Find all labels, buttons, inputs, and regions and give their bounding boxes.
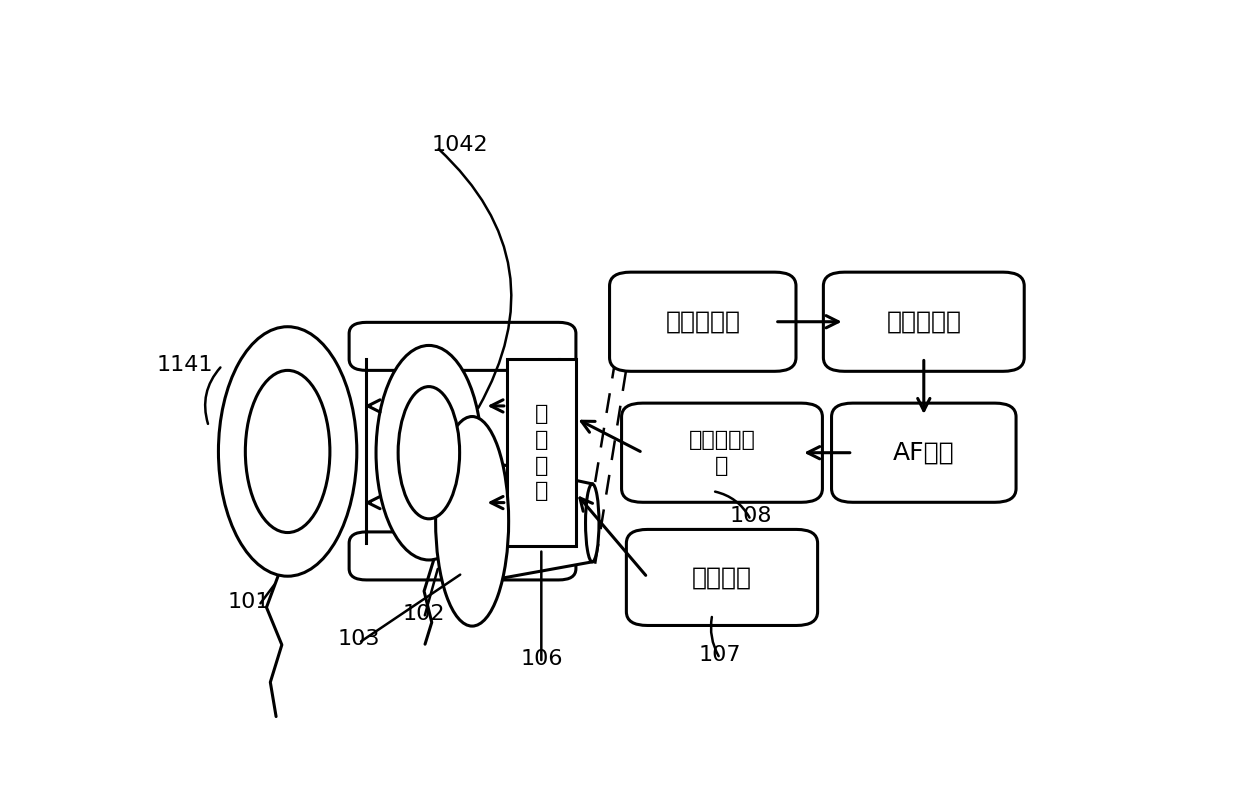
Bar bbox=[507, 359, 575, 546]
Text: 图像传感器: 图像传感器 bbox=[666, 309, 740, 334]
Text: 1042: 1042 bbox=[432, 134, 489, 155]
Polygon shape bbox=[497, 463, 593, 579]
Text: 108: 108 bbox=[729, 506, 773, 526]
FancyBboxPatch shape bbox=[610, 272, 796, 371]
Text: 音频电路: 音频电路 bbox=[692, 565, 751, 590]
FancyBboxPatch shape bbox=[626, 530, 817, 625]
Ellipse shape bbox=[398, 386, 460, 519]
Text: 101: 101 bbox=[228, 592, 270, 612]
Ellipse shape bbox=[435, 416, 508, 626]
Ellipse shape bbox=[218, 326, 357, 576]
Text: 切
换
开
关: 切 换 开 关 bbox=[534, 404, 548, 501]
Text: AF算法: AF算法 bbox=[893, 441, 955, 465]
Text: 106: 106 bbox=[520, 649, 563, 669]
Text: 103: 103 bbox=[337, 629, 379, 649]
Text: 图像处理器: 图像处理器 bbox=[887, 309, 961, 334]
Text: 1141: 1141 bbox=[156, 356, 213, 375]
Ellipse shape bbox=[246, 370, 330, 532]
Text: 102: 102 bbox=[403, 604, 445, 625]
Ellipse shape bbox=[376, 345, 481, 560]
FancyBboxPatch shape bbox=[350, 322, 575, 370]
Ellipse shape bbox=[585, 484, 599, 562]
FancyBboxPatch shape bbox=[832, 403, 1016, 502]
Text: 107: 107 bbox=[699, 645, 742, 665]
FancyBboxPatch shape bbox=[350, 532, 575, 580]
Text: 马达驱动电
路: 马达驱动电 路 bbox=[688, 430, 755, 475]
FancyBboxPatch shape bbox=[823, 272, 1024, 371]
FancyBboxPatch shape bbox=[621, 403, 822, 502]
